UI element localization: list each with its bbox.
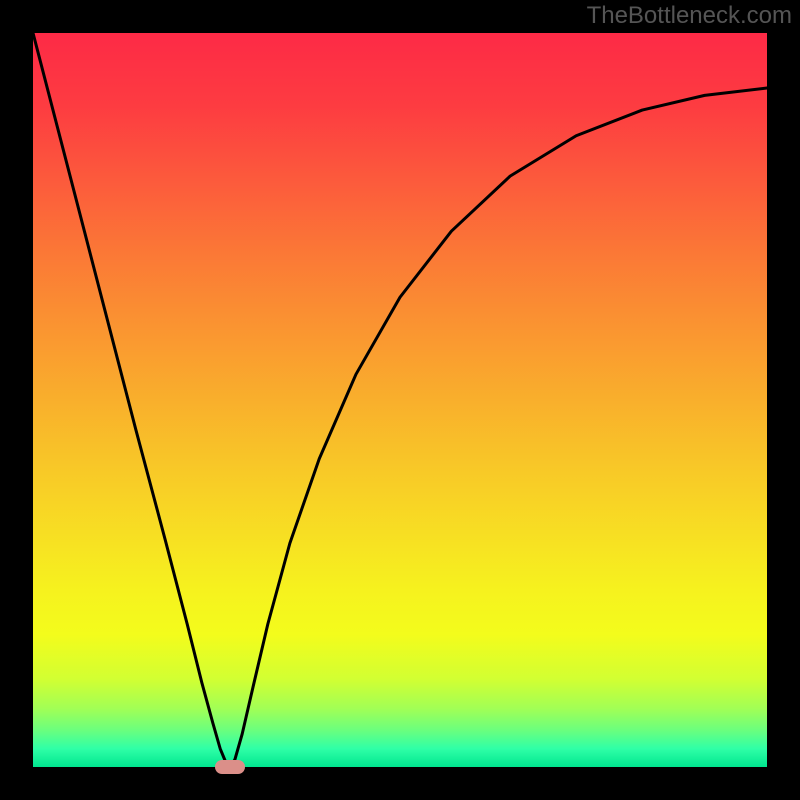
plot-area (33, 33, 767, 767)
chart-container: TheBottleneck.com (0, 0, 800, 800)
watermark: TheBottleneck.com (587, 2, 792, 30)
watermark-text: TheBottleneck.com (587, 2, 792, 29)
bottleneck-curve (33, 33, 767, 767)
dip-marker (215, 760, 245, 774)
curve-svg (33, 33, 767, 767)
